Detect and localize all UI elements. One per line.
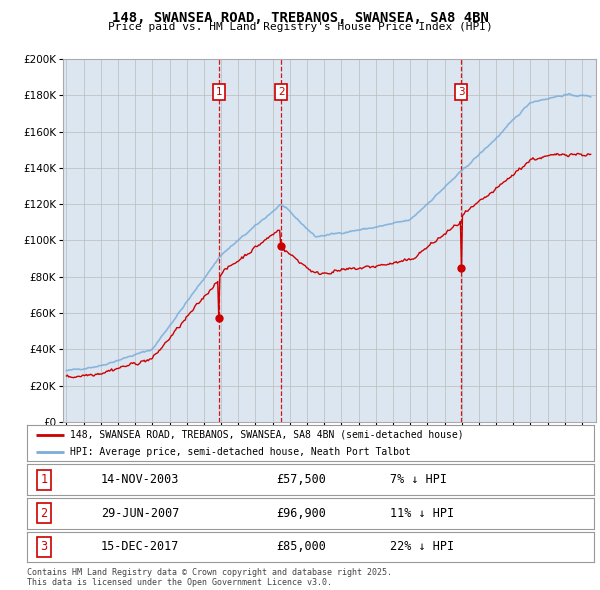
Text: 15-DEC-2017: 15-DEC-2017: [101, 540, 179, 553]
Text: 3: 3: [40, 540, 47, 553]
Text: 148, SWANSEA ROAD, TREBANOS, SWANSEA, SA8 4BN: 148, SWANSEA ROAD, TREBANOS, SWANSEA, SA…: [112, 11, 488, 25]
Text: 11% ↓ HPI: 11% ↓ HPI: [390, 507, 454, 520]
Text: 2: 2: [40, 507, 47, 520]
Text: 14-NOV-2003: 14-NOV-2003: [101, 473, 179, 486]
Text: Price paid vs. HM Land Registry's House Price Index (HPI): Price paid vs. HM Land Registry's House …: [107, 22, 493, 32]
Text: 148, SWANSEA ROAD, TREBANOS, SWANSEA, SA8 4BN (semi-detached house): 148, SWANSEA ROAD, TREBANOS, SWANSEA, SA…: [70, 430, 463, 440]
Text: 3: 3: [458, 87, 464, 97]
Text: 2: 2: [278, 87, 284, 97]
Text: 1: 1: [215, 87, 222, 97]
Text: Contains HM Land Registry data © Crown copyright and database right 2025.
This d: Contains HM Land Registry data © Crown c…: [27, 568, 392, 587]
Text: 22% ↓ HPI: 22% ↓ HPI: [390, 540, 454, 553]
Text: HPI: Average price, semi-detached house, Neath Port Talbot: HPI: Average price, semi-detached house,…: [70, 447, 410, 457]
Text: £57,500: £57,500: [277, 473, 326, 486]
Text: £96,900: £96,900: [277, 507, 326, 520]
Text: 1: 1: [40, 473, 47, 486]
Text: £85,000: £85,000: [277, 540, 326, 553]
Text: 29-JUN-2007: 29-JUN-2007: [101, 507, 179, 520]
Text: 7% ↓ HPI: 7% ↓ HPI: [390, 473, 447, 486]
